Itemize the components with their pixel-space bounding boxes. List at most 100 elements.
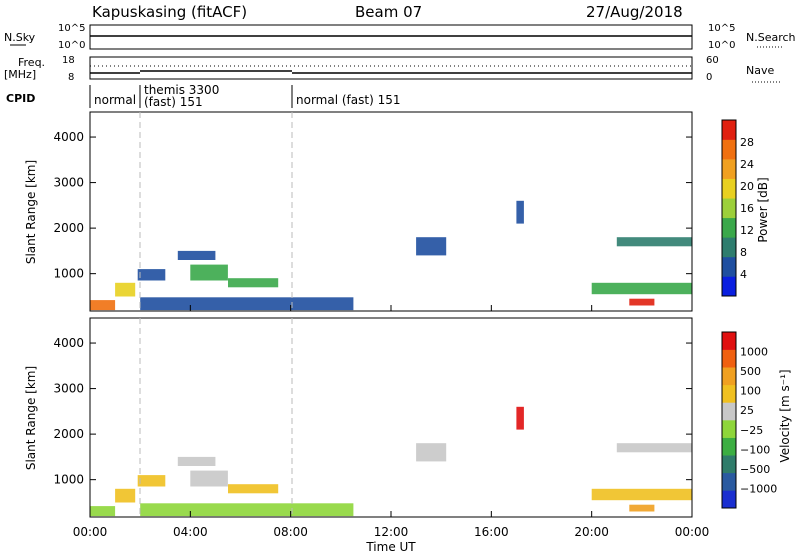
freq-panel — [89, 56, 693, 80]
power-region-8 — [516, 200, 524, 224]
velocity-region-1 — [115, 488, 136, 503]
velocity-panel-frame — [89, 317, 693, 518]
freq-label-line1: Freq. — [18, 56, 45, 69]
velocity-colorbar: 1000 500 100 25 −25 −100 −500 −1000 — [721, 331, 777, 509]
power-region-0 — [90, 300, 116, 311]
xtick-label-2: 08:00 — [273, 525, 308, 539]
axis-ticks: 1000 2000 3000 4000 1000 2000 3000 4000 00:00 04:… — [53, 130, 709, 539]
freq-top-tick: 18 — [62, 55, 75, 66]
velocity-region-6 — [177, 456, 216, 466]
velocity-region-2 — [137, 475, 166, 487]
velocity-ytick-label-0: 1000 — [53, 473, 84, 487]
velocity-ytick-label-1: 2000 — [53, 427, 84, 441]
nsearch-top-tick: 10^5 — [708, 23, 735, 34]
velocity-colorbar-swatch-4 — [722, 420, 736, 438]
velocity-colorbar-swatch-0 — [722, 490, 736, 509]
cpid-label: CPID — [6, 92, 35, 105]
nsky-panel — [89, 24, 693, 50]
power-colorbar-swatch-5 — [722, 178, 736, 199]
power-ytick-label-3: 4000 — [53, 130, 84, 144]
xtick-label-3: 12:00 — [374, 525, 409, 539]
velocity-region-0 — [90, 506, 116, 517]
velocity-region-3 — [140, 503, 354, 517]
velocity-region-7 — [416, 443, 447, 462]
freq-label-line2: [MHz] — [4, 68, 36, 81]
power-panel — [90, 200, 693, 311]
cpid-mode-themis-sub: (fast) 151 — [144, 95, 203, 109]
velocity-colorbar-swatch-6 — [722, 384, 736, 403]
power-colorbar-tick-4: 20 — [740, 180, 754, 193]
power-colorbar-frame — [721, 119, 737, 297]
power-ytick-label-2: 3000 — [53, 176, 84, 190]
power-colorbar-tick-2: 12 — [740, 224, 754, 237]
cpid-mode-normal-fast: normal (fast) 151 — [296, 93, 400, 107]
velocity-colorbar-swatch-1 — [722, 472, 736, 491]
xtick-label-4: 16:00 — [474, 525, 509, 539]
power-colorbar-swatch-4 — [722, 198, 736, 219]
power-region-7 — [416, 237, 447, 256]
velocity-colorbar-frame — [721, 331, 737, 509]
beam-label: Beam 07 — [355, 3, 422, 21]
xtick-label-0: 00:00 — [73, 525, 108, 539]
nsky-label: N.Sky — [4, 31, 36, 44]
station-title: Kapuskasing (fitACF) — [92, 3, 247, 21]
velocity-colorbar-tick-0: 1000 — [740, 346, 768, 359]
power-colorbar-tick-1: 8 — [740, 246, 747, 259]
velocity-colorbar-tick-7: −1000 — [740, 482, 777, 495]
power-region-3 — [140, 297, 354, 311]
velocity-region-10 — [591, 488, 692, 501]
velocity-colorbar-swatch-8 — [722, 349, 736, 368]
date-label: 27/Aug/2018 — [586, 3, 683, 21]
power-region-1 — [115, 282, 136, 297]
cpid-mode-normal: normal — [94, 93, 136, 107]
nave-bottom-tick: 0 — [706, 72, 712, 83]
velocity-colorbar-tick-3: 25 — [740, 404, 754, 417]
power-region-11 — [629, 298, 655, 306]
velocity-colorbar-tick-1: 500 — [740, 365, 761, 378]
velocity-ytick-label-3: 4000 — [53, 336, 84, 350]
power-colorbar-swatch-7 — [722, 139, 736, 160]
velocity-colorbar-swatch-7 — [722, 367, 736, 386]
power-colorbar: 4 8 12 16 20 24 28 — [721, 119, 754, 297]
xtick-label-1: 04:00 — [173, 525, 208, 539]
power-ylabel: Slant Range [km] — [24, 160, 38, 264]
cpid-mode-themis: themis 3300 — [144, 83, 219, 97]
power-ytick-label-0: 1000 — [53, 267, 84, 281]
power-colorbar-swatch-2 — [722, 237, 736, 258]
velocity-colorbar-swatch-2 — [722, 455, 736, 474]
power-panel-frame — [89, 111, 693, 312]
velocity-region-4 — [190, 470, 228, 487]
power-colorbar-tick-0: 4 — [740, 268, 747, 281]
velocity-ylabel: Slant Range [km] — [24, 366, 38, 470]
power-colorbar-tick-3: 16 — [740, 202, 754, 215]
xaxis-title: Time UT — [365, 540, 416, 554]
velocity-colorbar-swatch-5 — [722, 402, 736, 421]
velocity-ytick-label-2: 3000 — [53, 382, 84, 396]
velocity-region-5 — [228, 484, 279, 494]
velocity-region-9 — [616, 443, 693, 453]
nsearch-label: N.Search — [746, 31, 796, 44]
power-region-10 — [591, 282, 692, 295]
velocity-colorbar-swatch-3 — [722, 437, 736, 456]
nsky-bottom-tick: 10^0 — [58, 40, 85, 51]
nsearch-bottom-tick: 10^0 — [708, 40, 735, 51]
power-colorbar-swatch-6 — [722, 159, 736, 179]
power-colorbar-swatch-8 — [722, 120, 736, 140]
freq-bottom-tick: 8 — [68, 72, 74, 83]
power-region-6 — [177, 250, 216, 260]
velocity-colorbar-label: Velocity [m s⁻¹] — [778, 369, 792, 462]
nave-label: Nave — [746, 64, 774, 77]
velocity-region-8 — [516, 406, 524, 430]
velocity-region-11 — [629, 504, 655, 512]
power-ytick-label-1: 2000 — [53, 221, 84, 235]
power-region-9 — [616, 237, 693, 247]
power-colorbar-tick-5: 24 — [740, 158, 754, 171]
power-region-2 — [137, 269, 166, 281]
nave-top-tick: 60 — [706, 55, 719, 66]
xtick-label-6: 00:00 — [675, 525, 710, 539]
power-colorbar-tick-6: 28 — [740, 136, 754, 149]
velocity-colorbar-tick-2: 100 — [740, 385, 761, 398]
power-colorbar-swatch-1 — [722, 256, 736, 277]
velocity-colorbar-swatch-9 — [722, 332, 736, 350]
